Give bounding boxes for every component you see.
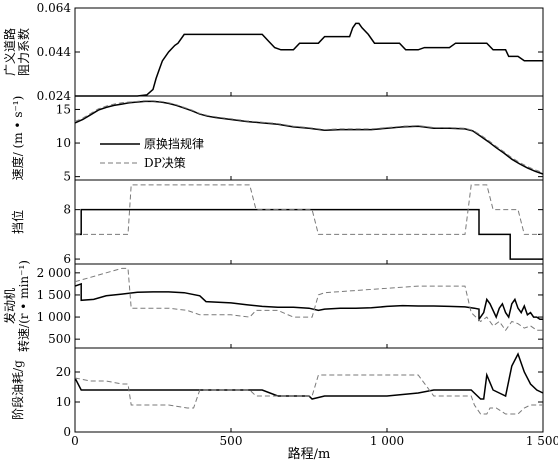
x-tick-label: 1 500	[526, 434, 558, 448]
legend-label: 原换挡规律	[144, 136, 204, 151]
y-tick-label: 0	[63, 425, 71, 439]
speed-series-solid	[74, 100, 544, 175]
panel-frame	[74, 179, 544, 265]
y-tick-label: 0.064	[37, 1, 72, 15]
y-tick-label: 0.044	[37, 45, 72, 59]
y-axis-label: 速度/ (m • s⁻¹)	[10, 96, 25, 181]
y-tick-label: 8	[63, 203, 71, 217]
rpm-series-solid	[74, 282, 543, 322]
panel-frame	[74, 347, 544, 433]
panel-fuel: 0 10 20 阶段油耗/g	[10, 347, 544, 439]
y-tick-label: 1 500	[37, 288, 71, 302]
fuel-series-solid	[74, 352, 544, 400]
y-axis-label: 阶段油耗/g	[10, 360, 25, 420]
y-tick-label: 15	[56, 102, 71, 116]
rpm-series-dashed	[74, 267, 543, 332]
y-axis-label: 挡位	[10, 210, 25, 234]
x-tick-label: 500	[220, 434, 243, 448]
y-tick-label: 10	[56, 395, 71, 409]
y-tick-label: 500	[48, 332, 71, 346]
y-axis-label: 广义道路	[2, 28, 17, 76]
y-tick-label: 2 000	[37, 266, 71, 280]
speed-series-dashed	[74, 100, 544, 174]
y-tick-label: 1 000	[37, 310, 71, 324]
x-tick-label: 1 000	[370, 434, 404, 448]
panel-gear: 6 8 挡位	[10, 179, 544, 266]
x-axis-label: 路程/m	[288, 446, 331, 461]
gear-series-solid	[75, 208, 543, 260]
gear-series-dashed	[75, 184, 543, 235]
fuel-series-dashed	[74, 374, 543, 415]
panel-frame	[74, 263, 544, 349]
y-tick-label: 20	[56, 365, 71, 379]
y-tick-label: 10	[56, 136, 71, 150]
y-axis-label: 阻力系数	[16, 28, 31, 76]
panel-speed: 5 10 15 速度/ (m • s⁻¹)	[10, 95, 544, 184]
y-tick-label: 0.024	[37, 89, 72, 103]
x-tick-label: 0	[71, 434, 79, 448]
chart-panels: 0.024 0.044 0.064 广义道路 阻力系数 5 10 15 速度/ (m • s⁻¹…	[2, 1, 544, 439]
legend-label: DP决策	[144, 156, 186, 170]
panel-resist: 0.024 0.044 0.064 广义道路 阻力系数	[2, 1, 544, 103]
resist-series-solid	[75, 22, 543, 97]
y-tick-label: 5	[63, 170, 71, 184]
panel-frame	[74, 7, 544, 97]
legend: 原换挡规律 DP决策	[100, 136, 204, 170]
y-tick-label: 6	[63, 252, 71, 266]
y-axis-label: 发动机	[2, 288, 17, 324]
x-axis: 0 500 1 000 1 500 路程/m	[71, 434, 558, 461]
panel-rpm: 500 1 000 1 500 2 000 发动机 转速/(r • min⁻¹)	[2, 260, 544, 352]
y-axis-label: 转速/(r • min⁻¹)	[16, 260, 31, 352]
